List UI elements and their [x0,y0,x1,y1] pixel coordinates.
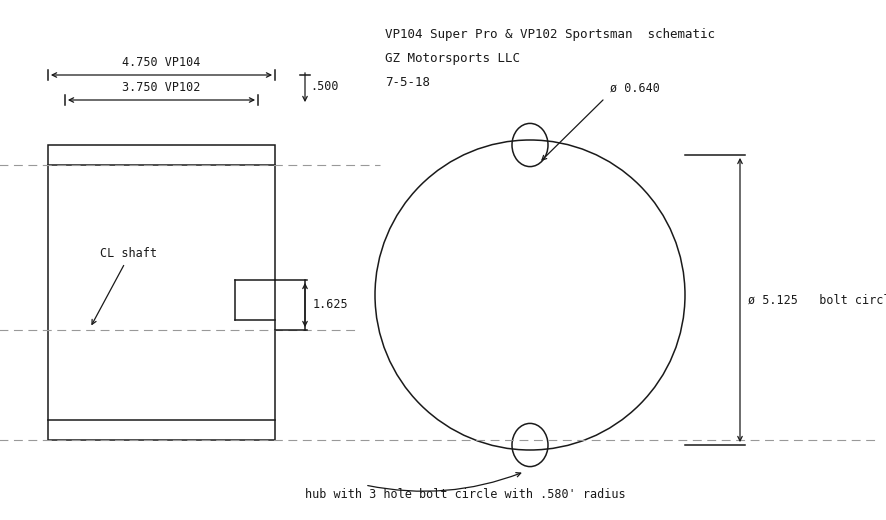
Text: GZ Motorsports LLC: GZ Motorsports LLC [385,52,520,65]
Text: 1.625: 1.625 [313,298,348,311]
Text: VP104 Super Pro & VP102 Sportsman  schematic: VP104 Super Pro & VP102 Sportsman schema… [385,28,715,41]
Bar [48,145,275,440]
Text: ø 5.125   bolt circle 5.625": ø 5.125 bolt circle 5.625" [748,293,886,306]
Text: .500: .500 [310,80,338,93]
Text: CL shaft: CL shaft [100,247,157,260]
Text: hub with 3 hole bolt circle with .580' radius: hub with 3 hole bolt circle with .580' r… [305,488,626,501]
Text: 4.750 VP104: 4.750 VP104 [122,56,201,69]
Text: 7-5-18: 7-5-18 [385,76,430,89]
Text: ø 0.640: ø 0.640 [610,82,660,95]
Text: 3.750 VP102: 3.750 VP102 [122,81,201,94]
